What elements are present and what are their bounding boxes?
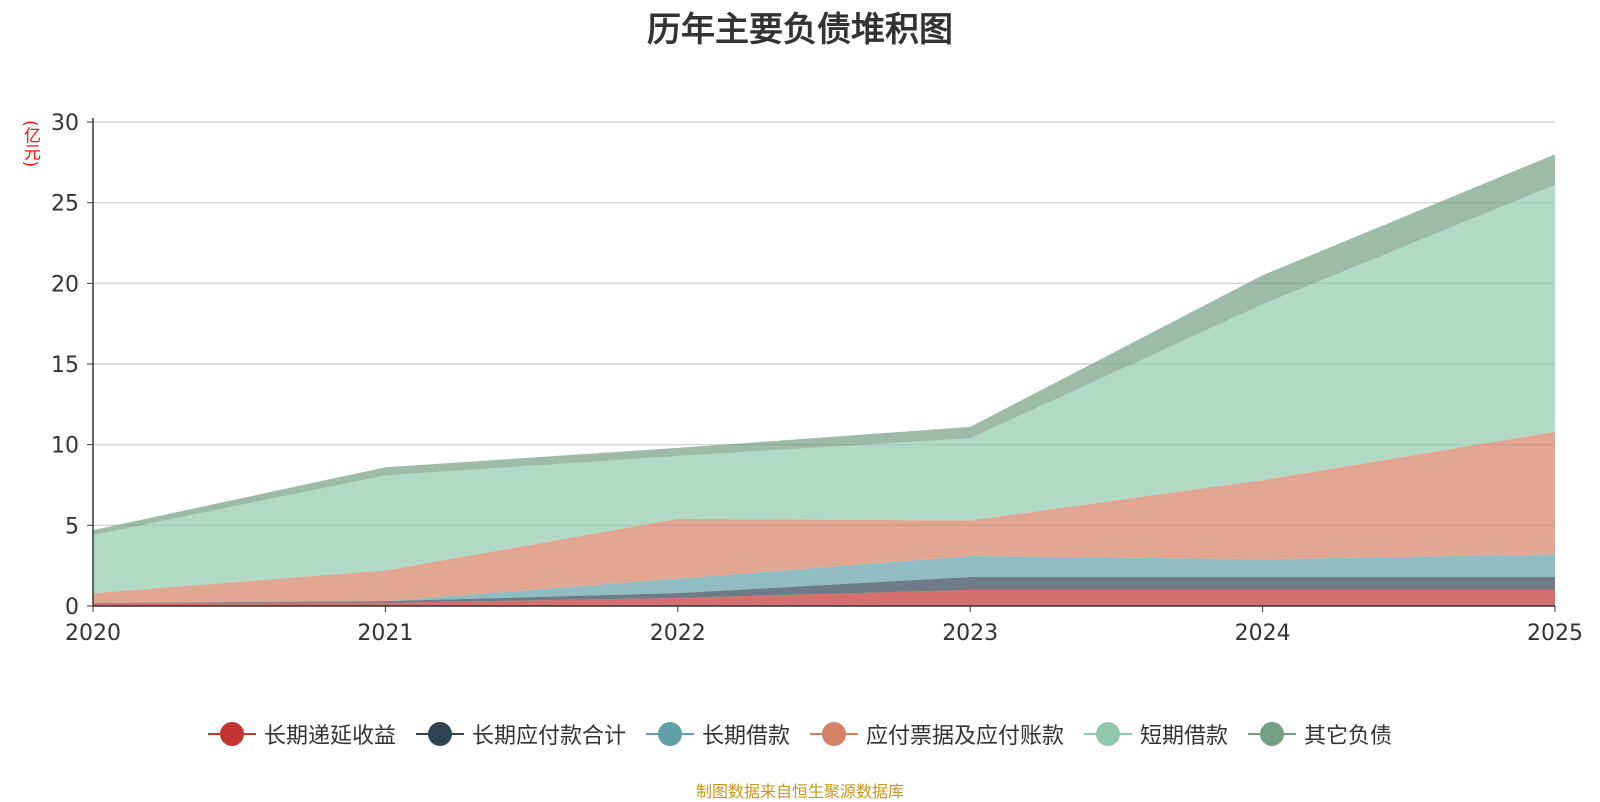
legend-item-5[interactable]: 短期借款 [1084,718,1228,750]
legend-item-2[interactable]: 长期应付款合计 [415,718,626,750]
chart-title: 历年主要负债堆积图 [647,10,953,50]
legend-label: 应付票据及应付账款 [866,724,1065,749]
legend-marker-icon [1248,722,1297,746]
y-tick-label: 25 [51,192,79,217]
y-tick-label: 5 [65,514,79,539]
legend-label: 其它负债 [1304,724,1393,749]
legend-item-4[interactable]: 应付票据及应付账款 [810,718,1064,750]
legend-item-3[interactable]: 长期借款 [645,718,790,750]
y-tick-label: 20 [51,272,79,297]
legend-marker-icon [207,722,256,746]
y-tick-label: 30 [51,111,79,136]
legend-marker-icon [415,722,464,746]
x-tick-label: 2020 [65,621,121,646]
y-tick-label: 15 [51,353,79,378]
legend-item-6[interactable]: 其它负债 [1248,718,1392,750]
x-tick-label: 2024 [1235,621,1291,646]
data-source-note: 制图数据来自恒生聚源数据库 [695,782,904,801]
y-tick-label: 0 [65,595,79,620]
legend-marker-icon [645,722,694,746]
series-area-5 [93,184,1555,594]
legend-label: 长期借款 [701,724,790,749]
x-tick-label: 2021 [357,621,413,646]
legend: 长期递延收益 长期应付款合计 长期借款 应付票据及应付账款 短期借款 其它负债 [0,718,1600,750]
x-tick-label: 2025 [1527,621,1583,646]
legend-label: 短期借款 [1140,724,1229,749]
legend-marker-icon [810,722,858,746]
y-tick-label: 10 [51,434,79,459]
legend-label: 长期递延收益 [263,724,396,749]
series-area-3 [93,554,1555,603]
legend-item-1[interactable]: 长期递延收益 [207,718,396,750]
x-tick-label: 2023 [942,621,998,646]
series-area-4 [93,431,1555,603]
y-axis-unit-label: (亿元) [20,120,40,168]
legend-marker-icon [1084,722,1133,746]
series-area-2 [93,576,1555,603]
x-tick-label: 2022 [650,621,706,646]
series-area-1 [93,589,1555,606]
legend-label: 长期应付款合计 [471,724,626,749]
